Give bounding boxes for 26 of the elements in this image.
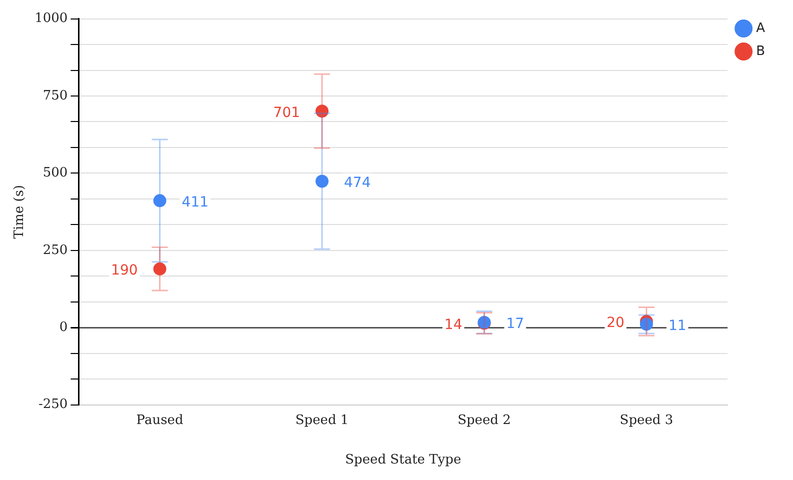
point [153,262,166,276]
data-label: 190 [111,262,138,279]
x-tick-label: Speed 2 [458,412,511,428]
data-label: 14 [444,316,462,333]
y-tick-label: 500 [42,166,68,181]
data-label: 20 [606,315,624,332]
y-tick-label: 1000 [34,11,68,26]
y-tick-label: -250 [38,397,68,412]
x-tick-label: Speed 3 [620,412,674,428]
data-label: 411 [182,194,209,210]
legend-label: A [756,20,766,36]
y-tick-label: 0 [59,320,68,335]
legend-label: B [756,44,766,59]
x-tick-label: Speed 1 [295,412,349,428]
point [153,194,166,208]
data-label: 701 [273,104,300,121]
y-tick-label: 750 [42,88,68,104]
data-label: 11 [668,318,686,334]
point [316,104,329,118]
data-label: 474 [344,174,371,191]
x-tick-label: Paused [136,412,184,428]
y-axis-title: Time (s) [12,184,28,239]
data-label: 17 [506,316,524,332]
x-axis-title: Speed State Type [345,452,462,468]
point [316,174,329,188]
y-tick-label: 250 [42,242,68,258]
